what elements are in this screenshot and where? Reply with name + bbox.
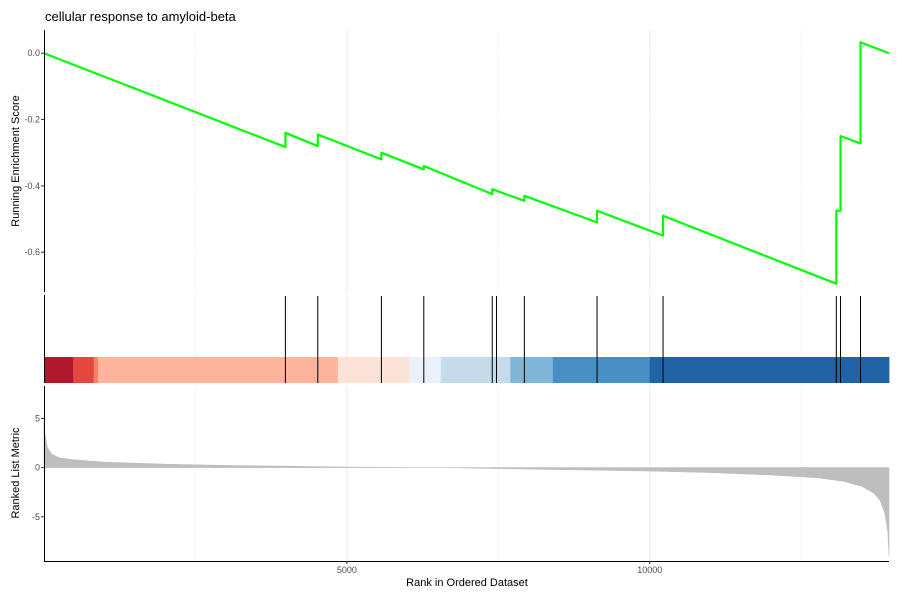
running-score-y-ticks: 0.0 -0.2 -0.4 -0.6	[24, 48, 44, 257]
color-bar-segment	[93, 357, 99, 383]
x-tick-label: 10000	[637, 565, 662, 575]
gene-hits-panel	[44, 295, 890, 383]
color-bar-segment	[44, 357, 74, 383]
y-tick-label: -0.4	[24, 181, 40, 191]
ranked-metric-panel: 5 0 -5 5000 10000 Ranked List Metric Rank i…	[10, 386, 890, 589]
x-axis-label: Rank in Ordered Dataset	[406, 577, 528, 589]
color-bar-segment	[440, 357, 511, 383]
color-bar-segment	[649, 357, 890, 383]
y-tick-label: 0.0	[27, 48, 40, 58]
color-bar-segment	[510, 357, 554, 383]
ranked-metric-gridlines	[195, 386, 802, 561]
x-ticks: 5000 10000	[337, 561, 662, 575]
rank-color-bar	[44, 357, 890, 383]
running-score-panel: 0.0 -0.2 -0.4 -0.6 Running Enrichment Score	[10, 30, 890, 292]
ranked-metric-area	[43, 420, 890, 557]
running-score-gridlines	[44, 30, 889, 292]
y-tick-label: -0.2	[24, 115, 40, 125]
ranked-metric-y-ticks: 5 0 -5	[32, 413, 44, 522]
y-tick-label: 0	[35, 463, 40, 473]
y-tick-label: 5	[35, 413, 40, 423]
color-bar-segment	[552, 357, 651, 383]
color-bar-segment	[409, 357, 442, 383]
running-score-y-label: Running Enrichment Score	[10, 95, 22, 226]
y-tick-label: -5	[32, 512, 40, 522]
color-bar-segment	[97, 357, 339, 383]
chart-title: cellular response to amyloid-beta	[45, 9, 237, 24]
gene-hit-lines	[284, 296, 862, 383]
x-tick-label: 5000	[337, 565, 357, 575]
ranked-metric-y-label: Ranked List Metric	[10, 427, 22, 519]
color-bar-segment	[73, 357, 95, 383]
running-score-series	[43, 41, 890, 285]
color-bar-segment	[337, 357, 410, 383]
running-score-line	[43, 41, 890, 285]
ranked-metric-fill	[43, 420, 890, 557]
y-tick-label: -0.6	[24, 247, 40, 257]
